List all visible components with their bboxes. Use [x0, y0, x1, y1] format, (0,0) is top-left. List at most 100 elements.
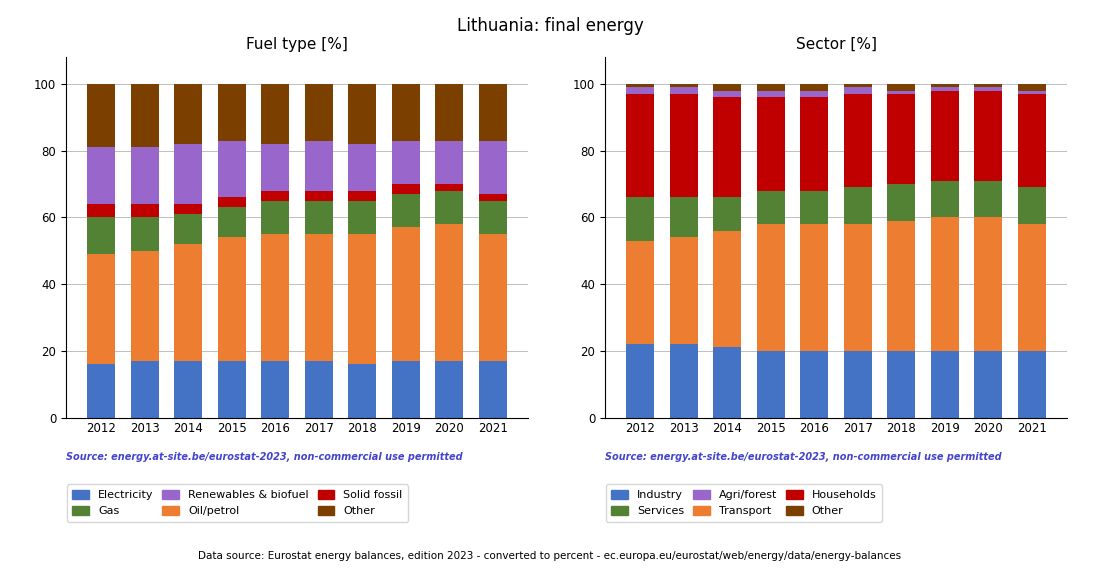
Bar	[1018, 224, 1046, 351]
Bar	[174, 144, 202, 204]
Bar	[348, 84, 376, 144]
Bar	[305, 84, 333, 141]
Bar	[392, 194, 420, 227]
Bar	[887, 184, 915, 221]
Bar	[261, 234, 289, 361]
Bar	[626, 241, 654, 344]
Bar	[800, 351, 828, 418]
Bar	[478, 201, 507, 234]
Bar	[261, 361, 289, 418]
Bar	[800, 97, 828, 190]
Bar	[174, 84, 202, 144]
Bar	[392, 184, 420, 194]
Bar	[975, 90, 1002, 181]
Bar	[218, 197, 246, 207]
Bar	[670, 344, 697, 418]
Bar	[174, 214, 202, 244]
Bar	[348, 234, 376, 364]
Bar	[218, 207, 246, 237]
Bar	[670, 197, 697, 237]
Bar	[713, 84, 741, 90]
Bar	[174, 361, 202, 418]
Bar	[261, 84, 289, 144]
Bar	[713, 97, 741, 197]
Bar	[436, 84, 463, 141]
Bar	[131, 204, 158, 217]
Bar	[757, 84, 785, 90]
Bar	[975, 351, 1002, 418]
Bar	[670, 237, 697, 344]
Text: Lithuania: final energy: Lithuania: final energy	[456, 17, 644, 35]
Title: Sector [%]: Sector [%]	[795, 37, 877, 52]
Bar	[670, 84, 697, 87]
Legend: Industry, Services, Agri/forest, Transport, Households, Other: Industry, Services, Agri/forest, Transpo…	[606, 484, 882, 522]
Bar	[1018, 188, 1046, 224]
Bar	[844, 188, 872, 224]
Bar	[218, 237, 246, 361]
Bar	[87, 217, 116, 254]
Legend: Electricity, Gas, Renewables & biofuel, Oil/petrol, Solid fossil, Other: Electricity, Gas, Renewables & biofuel, …	[67, 484, 408, 522]
Bar	[931, 217, 959, 351]
Bar	[261, 144, 289, 190]
Bar	[87, 147, 116, 204]
Bar	[305, 201, 333, 234]
Bar	[975, 87, 1002, 90]
Bar	[757, 224, 785, 351]
Bar	[757, 190, 785, 224]
Bar	[87, 84, 116, 147]
Bar	[931, 181, 959, 217]
Bar	[757, 90, 785, 97]
Bar	[305, 190, 333, 201]
Bar	[975, 217, 1002, 351]
Bar	[713, 197, 741, 231]
Bar	[931, 351, 959, 418]
Bar	[975, 84, 1002, 87]
Bar	[131, 217, 158, 251]
Bar	[626, 84, 654, 87]
Bar	[174, 244, 202, 361]
Bar	[844, 224, 872, 351]
Bar	[713, 231, 741, 348]
Bar	[844, 84, 872, 87]
Bar	[348, 144, 376, 190]
Bar	[261, 190, 289, 201]
Bar	[626, 344, 654, 418]
Title: Fuel type [%]: Fuel type [%]	[246, 37, 348, 52]
Bar	[931, 87, 959, 90]
Text: Data source: Eurostat energy balances, edition 2023 - converted to percent - ec.: Data source: Eurostat energy balances, e…	[198, 551, 902, 561]
Bar	[436, 141, 463, 184]
Bar	[174, 204, 202, 214]
Bar	[436, 190, 463, 224]
Bar	[87, 364, 116, 418]
Bar	[844, 351, 872, 418]
Bar	[626, 94, 654, 197]
Bar	[1018, 94, 1046, 187]
Bar	[1018, 351, 1046, 418]
Bar	[757, 351, 785, 418]
Bar	[800, 190, 828, 224]
Bar	[392, 227, 420, 361]
Bar	[478, 141, 507, 194]
Bar	[131, 251, 158, 361]
Bar	[800, 90, 828, 97]
Bar	[87, 254, 116, 364]
Bar	[713, 90, 741, 97]
Bar	[436, 184, 463, 190]
Bar	[757, 97, 785, 190]
Bar	[392, 141, 420, 184]
Bar	[131, 147, 158, 204]
Bar	[436, 361, 463, 418]
Bar	[478, 194, 507, 201]
Bar	[713, 348, 741, 418]
Bar	[975, 181, 1002, 217]
Bar	[800, 224, 828, 351]
Bar	[348, 201, 376, 234]
Text: Source: energy.at-site.be/eurostat-2023, non-commercial use permitted: Source: energy.at-site.be/eurostat-2023,…	[605, 452, 1002, 462]
Bar	[305, 361, 333, 418]
Bar	[218, 361, 246, 418]
Bar	[348, 364, 376, 418]
Bar	[1018, 84, 1046, 90]
Bar	[670, 87, 697, 94]
Bar	[478, 84, 507, 141]
Bar	[626, 197, 654, 241]
